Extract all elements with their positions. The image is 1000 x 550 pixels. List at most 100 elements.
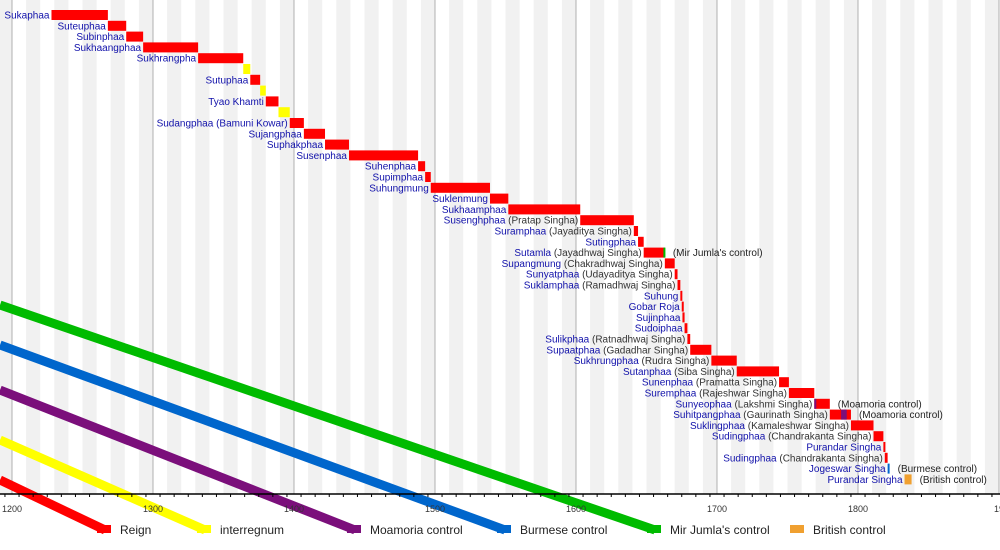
legend-label: Moamoria control (370, 523, 463, 537)
decade-band (449, 0, 464, 494)
decade-bands (0, 0, 999, 494)
king-name: Sutamla (514, 248, 551, 259)
king-label: Supaatphaa (Gadadhar Singha) (546, 345, 688, 356)
king-name: Sutuphaa (205, 75, 248, 86)
king-label: Sulikphaa (Ratnadhwaj Singha) (545, 335, 685, 346)
reign-bar (829, 409, 851, 420)
reign-bar (711, 355, 737, 366)
decade-band (279, 0, 294, 494)
king-name: Suklenmung (432, 194, 488, 205)
king-name: Suramphaa (494, 227, 546, 238)
king-label: Sudingphaa (Chandrakanta Singha) (712, 432, 872, 443)
control-note: (Moamoria control) (859, 410, 943, 421)
decade-band (843, 0, 858, 494)
british-legend-swatch (790, 525, 804, 533)
king-name: Suremphaa (645, 389, 697, 400)
burmese-leader-line (0, 340, 507, 535)
decade-band (82, 0, 97, 494)
x-tick-label: 1400 (284, 504, 304, 514)
decade-band (336, 0, 351, 494)
king-label: Sujinphaa (636, 313, 681, 324)
decade-band (110, 0, 125, 494)
king-name: Purandar Singha (827, 475, 902, 486)
moamoria-legend-swatch (347, 525, 361, 533)
decade-band (392, 0, 407, 494)
king-name: Sukhrangpha (137, 54, 197, 65)
king-label: Sutamla (Jayadhwaj Singha) (514, 248, 641, 259)
reign-bar (289, 118, 304, 128)
king-name: Sunyeophaa (676, 399, 733, 410)
control-note: (Mir Jumla's control) (673, 248, 763, 259)
decade-band (928, 0, 943, 494)
king-label: Sudangphaa (Bamuni Kowar) (157, 119, 288, 130)
control-note: (Moamoria control) (838, 399, 922, 410)
decade-band (618, 0, 633, 494)
reign-bar (873, 431, 884, 442)
decade-band (223, 0, 238, 494)
decade-band (251, 0, 266, 494)
moamoria-segment (814, 398, 817, 409)
king-label: Supimphaa (373, 173, 424, 184)
king-label: Suremphaa (Rajeshwar Singha) (645, 389, 787, 400)
king-name: Tyao Khamti (208, 97, 264, 108)
reign-legend-swatch (97, 525, 111, 533)
century-gridlines (11, 0, 1000, 494)
king-label: Suphakphaa (267, 140, 324, 151)
king-name: Suklamphaa (524, 281, 580, 292)
decade-band (477, 0, 492, 494)
decade-band (505, 0, 520, 494)
king-name: Susenghphaa (444, 216, 506, 227)
regnal-name: (Pramatta Singha) (696, 378, 777, 389)
king-label: Tyao Khamti (208, 97, 264, 108)
king-label: Suklenmung (432, 194, 488, 205)
king-name: Sukhaamphaa (442, 205, 507, 216)
x-tick-label: 1800 (848, 504, 868, 514)
decade-band (900, 0, 915, 494)
king-name: Suhungmung (369, 183, 429, 194)
king-name: Suhung (644, 291, 678, 302)
king-label: Sunyeophaa (Lakshmi Singha) (676, 399, 813, 410)
king-name: Suklingphaa (690, 421, 745, 432)
reign-bar (887, 463, 890, 474)
regnal-name: (Ramadhwaj Singha) (582, 281, 675, 292)
reign-bar (779, 377, 789, 388)
control-note: (British control) (920, 475, 987, 486)
king-name: Sukhrungphaa (574, 356, 639, 367)
reign-bar (430, 182, 490, 193)
king-name: Sudingphaa (723, 453, 777, 464)
reign-bar (265, 96, 279, 107)
decade-band (533, 0, 548, 494)
reign-bar (684, 323, 688, 334)
regnal-name: (Rajeshwar Singha) (699, 389, 787, 400)
king-name: Sudoiphaa (635, 324, 683, 335)
x-tick-label: 19 (994, 504, 1000, 514)
interregnum-leader-line (0, 435, 207, 535)
legend-label: interregnum (220, 523, 284, 537)
king-name: Sukhaangphaa (74, 43, 142, 54)
moamoria-segment (841, 409, 847, 420)
king-name: Sunyatphaa (526, 270, 580, 281)
king-name: Supangmung (502, 259, 562, 270)
reign-bar (677, 280, 681, 290)
king-name: Sulikphaa (545, 335, 589, 346)
reign-bar (788, 388, 815, 398)
king-name: Sudingphaa (712, 432, 766, 443)
regnal-name: (Rudra Singha) (642, 356, 710, 367)
regnal-name: (Ratnadhwaj Singha) (592, 335, 685, 346)
king-label: Sujangphaa (248, 129, 302, 140)
reign-bar (850, 420, 874, 431)
king-name: Gobar Roja (629, 302, 681, 313)
king-label: Sukhrangpha (137, 54, 197, 65)
reign-bar (664, 258, 675, 269)
king-label: Sutanphaa (Siba Singha) (623, 367, 735, 378)
reign-bar (418, 161, 426, 172)
regnal-name: (Jayadhwaj Singha) (554, 248, 642, 259)
king-name: Sunenphaa (642, 378, 694, 389)
x-tick-label: 1200 (2, 504, 22, 514)
reign-leader-line (0, 475, 107, 535)
reign-bar (883, 442, 886, 452)
moamoria-leader-line (0, 385, 357, 535)
x-axis: 1200 1300 1400 1500 1600 1700 1800 19 (0, 493, 1000, 514)
king-label: Sunyatphaa (Udayaditya Singha) (526, 270, 673, 281)
regnal-name: (Kamaleshwar Singha) (748, 421, 849, 432)
